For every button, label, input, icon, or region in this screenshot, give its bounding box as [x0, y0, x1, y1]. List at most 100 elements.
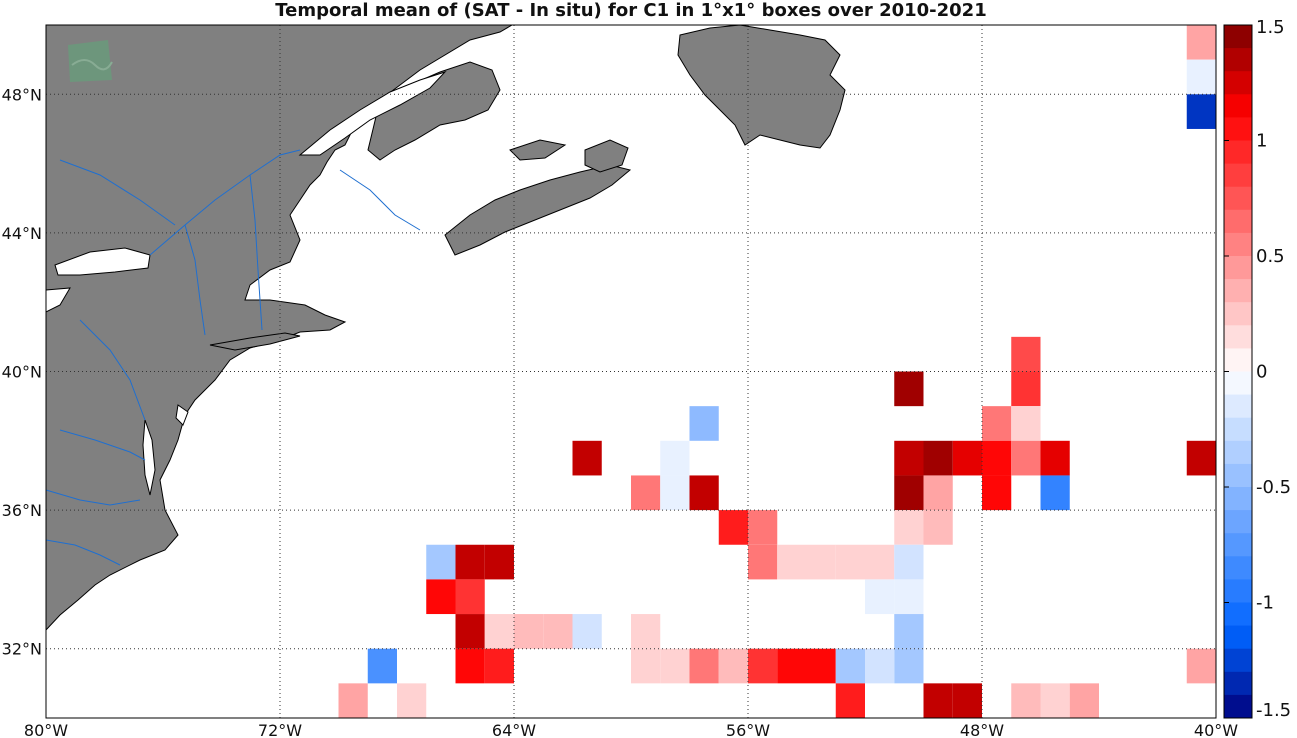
- colorbar-ticks: 1.5 1 0.5 0 -0.5 -1 -1.5: [1224, 17, 1291, 721]
- data-cell: [1011, 371, 1041, 407]
- data-cell: [455, 544, 485, 580]
- colorbar-segment: [1224, 371, 1252, 396]
- colorbar-tick-label: -0.5: [1256, 477, 1291, 498]
- map-title: Temporal mean of (SAT - In situ) for C1 …: [275, 0, 987, 21]
- data-cell: [1011, 440, 1041, 476]
- river-roanoke: [45, 539, 121, 566]
- colorbar-segment: [1224, 48, 1252, 72]
- data-cell: [718, 648, 748, 684]
- x-tick-label: 80°W: [24, 721, 68, 738]
- river-st-lawrence: [149, 149, 301, 256]
- data-cell: [952, 440, 982, 476]
- colorbar: [1223, 24, 1253, 719]
- data-cell: [1186, 59, 1216, 95]
- data-cell: [894, 475, 924, 511]
- data-cell: [1011, 683, 1041, 718]
- y-tick-label: 44°N: [2, 224, 42, 243]
- data-cell: [484, 648, 514, 684]
- land-north-america: [45, 24, 514, 632]
- colorbar-segment: [1224, 140, 1252, 165]
- data-cell: [1011, 406, 1041, 441]
- data-cell: [923, 510, 953, 545]
- river-ottawa: [59, 159, 176, 226]
- data-cell: [367, 648, 397, 684]
- data-cell: [1040, 475, 1070, 511]
- data-cell: [952, 683, 982, 718]
- data-cell: [426, 544, 456, 580]
- colorbar-segment: [1224, 232, 1252, 257]
- x-tick-label: 56°W: [726, 721, 770, 738]
- y-tick-label: 32°N: [2, 640, 42, 659]
- land-gaspe: [367, 61, 501, 161]
- river-saint-john: [339, 169, 421, 231]
- data-cell: [806, 648, 836, 684]
- data-cell: [718, 510, 748, 545]
- colorbar-segment: [1224, 625, 1252, 650]
- colorbar-segment: [1224, 579, 1252, 603]
- river-susquehanna: [79, 319, 146, 421]
- river-hudson: [184, 224, 206, 336]
- rivers: [45, 149, 421, 566]
- data-cell: [1186, 25, 1216, 60]
- data-cell: [894, 371, 924, 407]
- y-tick-label: 48°N: [2, 85, 42, 104]
- data-cell: [689, 648, 719, 684]
- colorbar-tick-label: -1.5: [1256, 700, 1291, 721]
- y-tick-label: 36°N: [2, 501, 42, 520]
- river-potomac: [59, 429, 146, 461]
- colorbar-segment: [1224, 556, 1252, 580]
- river-connecticut: [249, 174, 263, 331]
- delaware-bay: [175, 404, 189, 426]
- x-tick-label: 48°W: [960, 721, 1004, 738]
- data-cell: [1069, 683, 1099, 718]
- data-cell: [894, 510, 924, 545]
- colorbar-segment: [1224, 71, 1252, 95]
- data-cell: [894, 440, 924, 476]
- colorbar-segment: [1224, 602, 1252, 627]
- data-cell: [894, 648, 924, 684]
- data-cell: [748, 648, 778, 684]
- colorbar-segment: [1224, 510, 1252, 534]
- data-cell: [1040, 440, 1070, 476]
- data-cell: [455, 579, 485, 615]
- colorbar-segment: [1224, 417, 1252, 442]
- data-cell: [514, 614, 544, 649]
- lake-ontario: [54, 247, 151, 276]
- data-cell: [1186, 440, 1216, 476]
- data-cell: [631, 614, 661, 649]
- grid-lines: [46, 25, 1216, 718]
- colorbar-segment: [1224, 463, 1252, 488]
- colorbar-segment: [1224, 694, 1252, 719]
- colorbar-segment: [1224, 186, 1252, 211]
- land-masses: [45, 24, 846, 632]
- data-cell: [484, 544, 514, 580]
- data-cell: [338, 683, 368, 718]
- colorbar-tick-label: 0.5: [1256, 246, 1285, 267]
- data-cell: [982, 406, 1012, 441]
- data-cell: [748, 510, 778, 545]
- data-cell: [1186, 648, 1216, 684]
- y-tick-label: 40°N: [2, 363, 42, 382]
- x-tick-label: 40°W: [1194, 721, 1238, 738]
- data-cell: [865, 648, 895, 684]
- data-cell: [1040, 683, 1070, 718]
- land-long-island: [209, 332, 301, 351]
- data-cells: [338, 25, 1216, 718]
- data-cell: [835, 683, 865, 718]
- data-cell: [689, 475, 719, 511]
- data-cell: [689, 406, 719, 441]
- data-cell: [835, 648, 865, 684]
- data-cell: [543, 614, 573, 649]
- data-cell: [923, 475, 953, 511]
- colorbar-segment: [1224, 94, 1252, 118]
- map-frame: [45, 24, 1217, 719]
- data-cell: [572, 440, 602, 476]
- data-cell: [777, 544, 807, 580]
- colorbar-segment: [1224, 533, 1252, 557]
- colorbar-segment: [1224, 163, 1252, 188]
- colorbar-segment: [1224, 279, 1252, 303]
- chesapeake-bay: [142, 419, 156, 496]
- data-cell: [982, 440, 1012, 476]
- data-cell: [894, 614, 924, 649]
